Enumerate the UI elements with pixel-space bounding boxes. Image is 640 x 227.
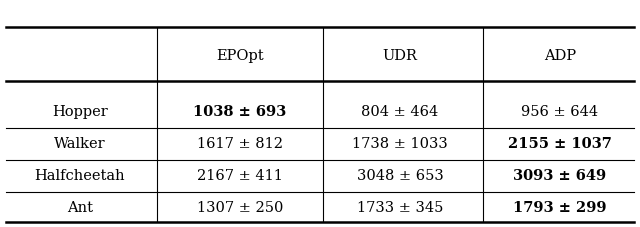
Text: 1038 ± 693: 1038 ± 693 <box>193 105 287 119</box>
Text: 1738 ± 1033: 1738 ± 1033 <box>352 137 448 151</box>
Text: 3048 ± 653: 3048 ± 653 <box>356 169 444 183</box>
Text: 1733 ± 345: 1733 ± 345 <box>357 201 443 215</box>
Text: Hopper: Hopper <box>52 105 108 119</box>
Text: 956 ± 644: 956 ± 644 <box>522 105 598 119</box>
Text: Ant: Ant <box>67 201 93 215</box>
Text: ADP: ADP <box>544 49 576 63</box>
Text: 804 ± 464: 804 ± 464 <box>362 105 438 119</box>
Text: UDR: UDR <box>383 49 417 63</box>
Text: Walker: Walker <box>54 137 106 151</box>
Text: 1617 ± 812: 1617 ± 812 <box>197 137 283 151</box>
Text: 2167 ± 411: 2167 ± 411 <box>197 169 283 183</box>
Text: EPOpt: EPOpt <box>216 49 264 63</box>
Text: 1793 ± 299: 1793 ± 299 <box>513 201 607 215</box>
Text: 1307 ± 250: 1307 ± 250 <box>197 201 283 215</box>
Text: Halfcheetah: Halfcheetah <box>35 169 125 183</box>
Text: 3093 ± 649: 3093 ± 649 <box>513 169 607 183</box>
Text: 2155 ± 1037: 2155 ± 1037 <box>508 137 612 151</box>
